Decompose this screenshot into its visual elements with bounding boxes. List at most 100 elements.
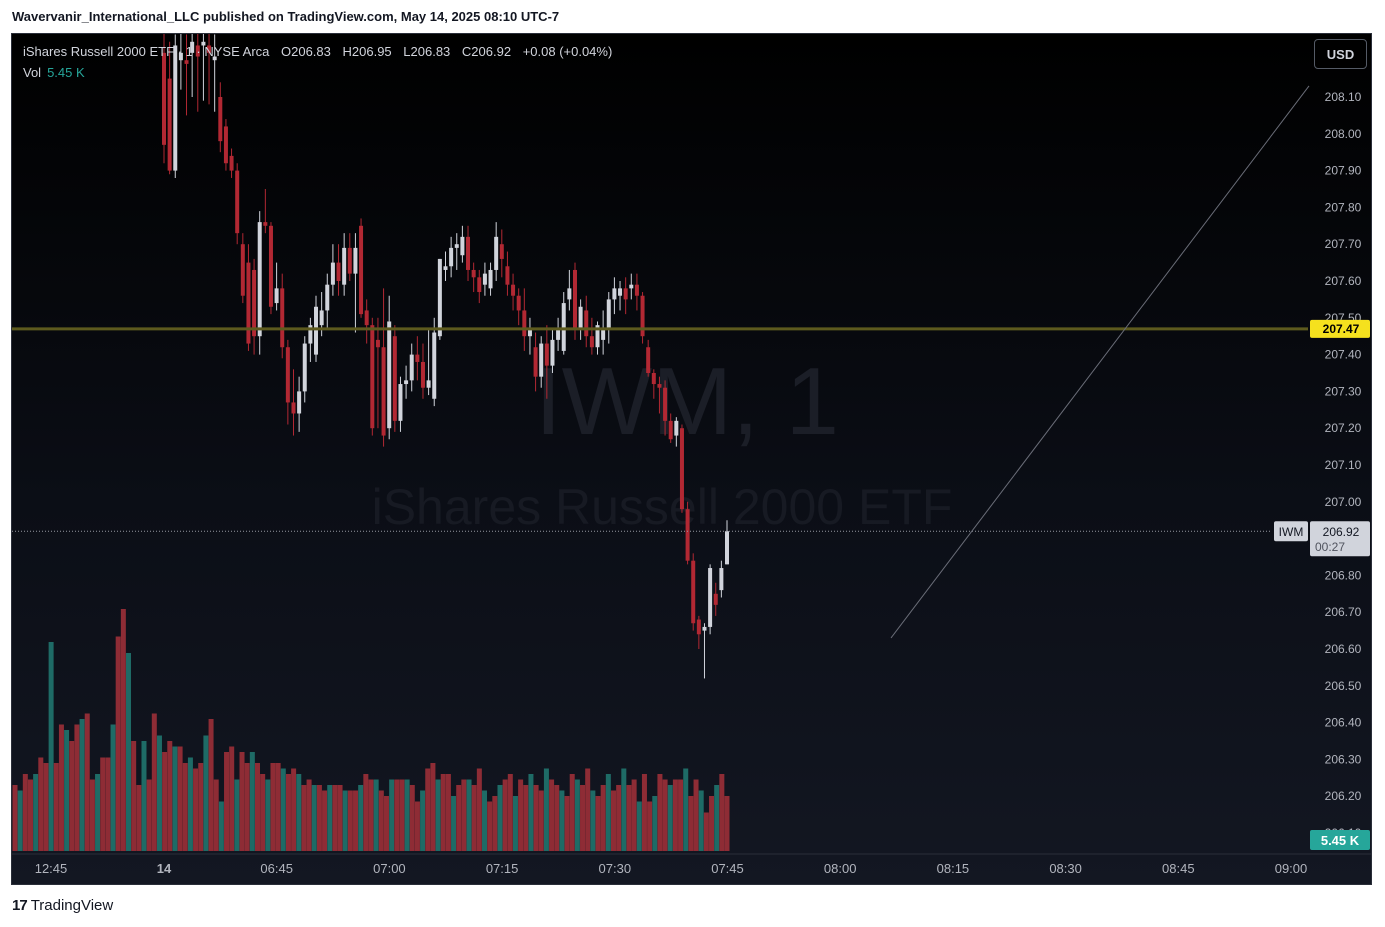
candle-body [589, 336, 594, 348]
symbol-legend: iShares Russell 2000 ETF · 1 · NYSE Arca… [23, 44, 620, 59]
volume-bar [239, 752, 245, 851]
candle-body [342, 247, 347, 285]
volume-bar [38, 757, 44, 851]
candle-body [370, 325, 375, 429]
volume-bar [22, 774, 28, 851]
candle-body [572, 269, 577, 329]
candle-body [499, 244, 504, 259]
level-price-tag [1310, 319, 1370, 338]
price-axis-tick: 207.60 [1325, 274, 1362, 288]
price-axis-tick: 208.10 [1325, 90, 1362, 104]
candle-body [657, 384, 662, 388]
time-axis-tick: 08:00 [824, 861, 857, 876]
volume-bar [322, 790, 328, 851]
price-axis-tick: 206.60 [1325, 642, 1362, 656]
candle-body [415, 354, 420, 362]
volume-bar [53, 763, 59, 851]
volume-bar [724, 796, 730, 851]
volume-bar [574, 779, 580, 851]
symbol-name[interactable]: iShares Russell 2000 ETF · 1 · NYSE Arca [23, 44, 270, 59]
candle-body [477, 277, 482, 293]
candle-body [601, 328, 606, 340]
volume-bar [213, 779, 219, 851]
candle-body [539, 343, 544, 377]
tradingview-logo[interactable]: 17 TradingView [12, 897, 113, 914]
volume-bar [342, 790, 348, 851]
volume-bar [678, 779, 684, 851]
volume-bar [177, 746, 183, 851]
candle-body [584, 310, 589, 337]
time-axis-tick: 07:15 [486, 861, 519, 876]
volume-bar [12, 785, 18, 851]
volume-bar [244, 763, 250, 851]
price-axis-tick: 207.00 [1325, 495, 1362, 509]
candle-body [291, 402, 296, 414]
volume-bar [224, 752, 230, 851]
volume-bar [218, 801, 224, 851]
candle-body [634, 284, 639, 296]
volume-bar [719, 774, 725, 851]
price-axis-tick: 207.80 [1325, 200, 1362, 214]
candle-body [556, 328, 561, 340]
legend-open: O206.83 [281, 44, 331, 59]
time-axis-tick: 12:45 [35, 861, 68, 876]
candle-body [387, 321, 392, 429]
candle-body [268, 225, 273, 307]
volume-bar [492, 796, 498, 851]
candle-body [314, 306, 319, 355]
chart-panel[interactable]: IWM, 1 iShares Russell 2000 ETF 208.10 208.… [11, 33, 1372, 885]
volume-bar [451, 796, 457, 851]
volume-value: 5.45 K [47, 65, 85, 80]
candle-body [527, 328, 532, 337]
volume-bar [683, 768, 689, 851]
volume-label[interactable]: Vol [23, 65, 42, 80]
chart-canvas[interactable]: IWM, 1 iShares Russell 2000 ETF 208.10 208.… [12, 34, 1372, 885]
price-axis-tick: 206.20 [1325, 789, 1362, 803]
last-price-label: 206.92 [1323, 525, 1360, 539]
price-axis-tick: 207.30 [1325, 384, 1362, 398]
candle-body [443, 266, 448, 270]
volume-bar [425, 768, 431, 851]
volume-bar [280, 768, 286, 851]
volume-bar [605, 774, 611, 851]
candle-body [229, 155, 234, 171]
candle-body [404, 380, 409, 385]
candle-body [432, 332, 437, 399]
volume-bar [84, 713, 90, 851]
candle-body [235, 170, 240, 234]
candle-body [359, 225, 364, 315]
volume-bar [595, 796, 601, 851]
time-axis-tick: 08:15 [937, 861, 970, 876]
volume-bar [311, 785, 317, 851]
volume-bar [229, 746, 235, 851]
candle-body [578, 306, 583, 329]
candle-body [612, 288, 617, 300]
price-axis-tick: 207.40 [1325, 348, 1362, 362]
volume-bar [141, 741, 147, 851]
candle-body [533, 347, 538, 377]
last-price-tag [1310, 521, 1370, 557]
candle-body [308, 325, 313, 344]
candle-body [550, 339, 555, 366]
candle-body [218, 97, 223, 142]
symbol-price-tag [1274, 521, 1308, 542]
candle-body [223, 126, 228, 164]
volume-bar [466, 779, 472, 851]
candle-body [280, 288, 285, 348]
volume-bar [353, 790, 359, 851]
time-axis-tick: 08:45 [1162, 861, 1195, 876]
volume-bar [404, 779, 410, 851]
volume-bar [182, 763, 188, 851]
volume-bar [347, 790, 353, 851]
level-price-label: 207.47 [1323, 322, 1360, 336]
time-axis-tick: 07:45 [711, 861, 744, 876]
currency-button[interactable]: USD [1314, 39, 1367, 69]
price-axis-tick: 206.80 [1325, 568, 1362, 582]
candle-body [212, 56, 217, 61]
candle-body [685, 509, 690, 561]
volume-bar [95, 774, 101, 851]
candle-body [207, 45, 212, 53]
volume-bar [610, 790, 616, 851]
volume-bar [172, 746, 178, 851]
volume-bar [64, 730, 70, 851]
